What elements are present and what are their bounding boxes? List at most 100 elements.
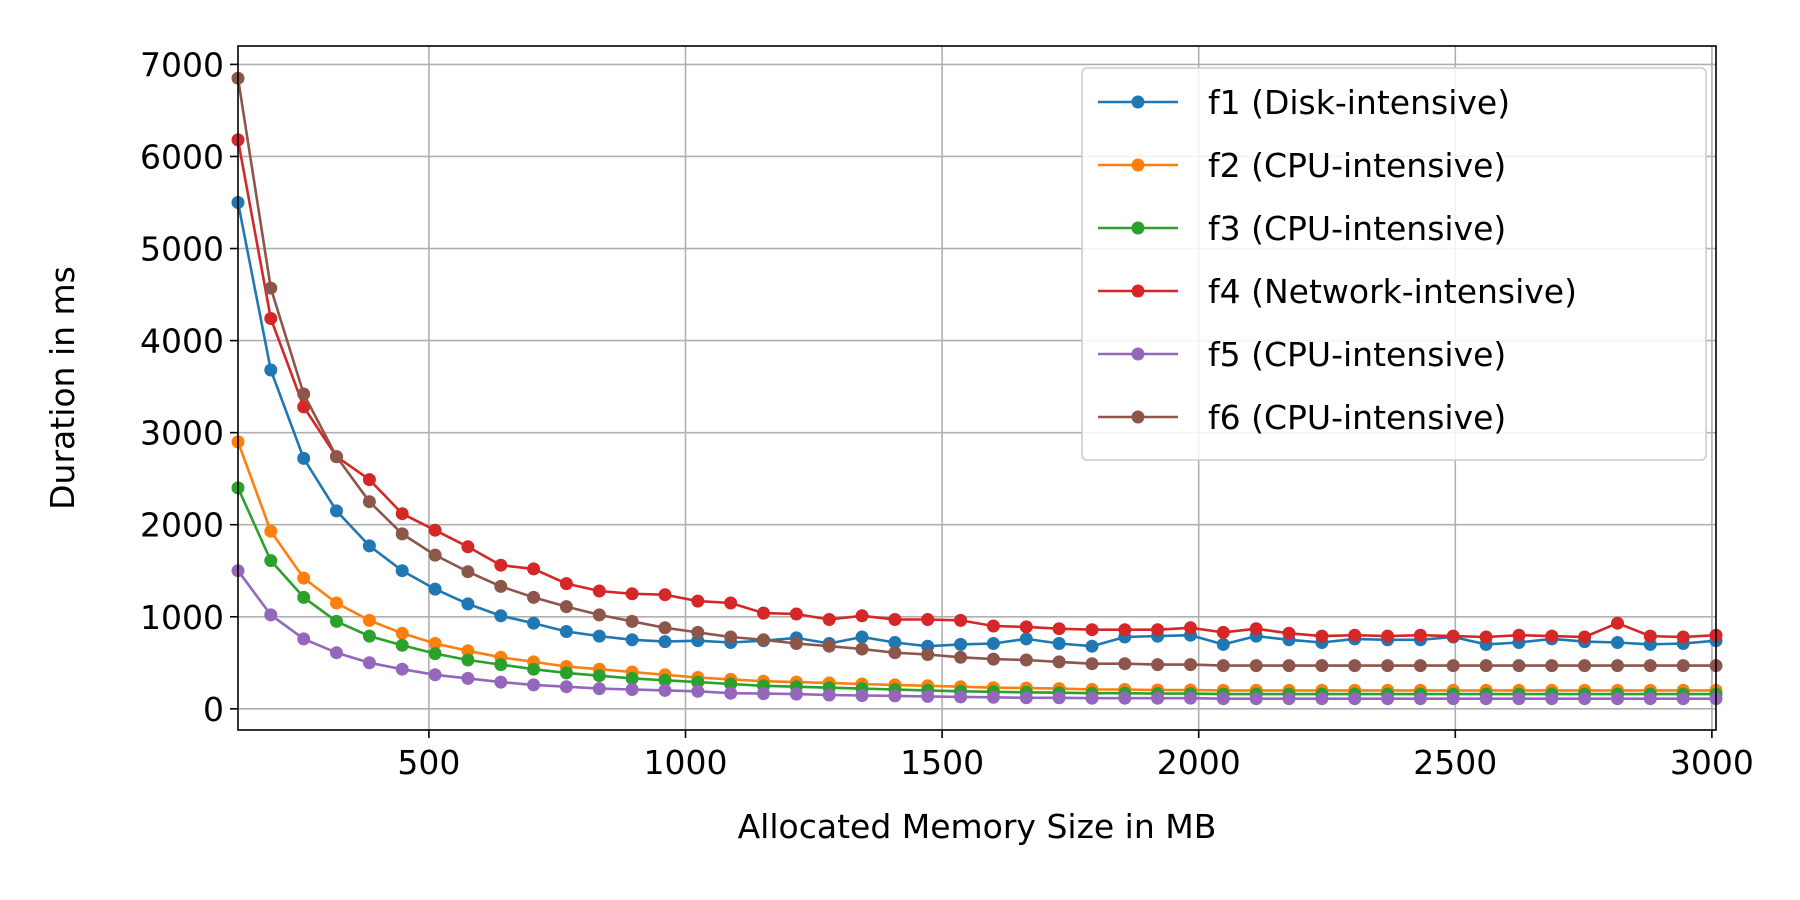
legend-marker (1131, 347, 1145, 361)
data-point (1676, 659, 1690, 673)
x-tick-label: 2500 (1413, 743, 1497, 782)
data-point (1085, 623, 1099, 637)
data-point (658, 621, 672, 635)
data-point (1151, 691, 1165, 705)
data-point (559, 600, 573, 614)
data-point (757, 687, 770, 701)
legend-marker (1131, 410, 1145, 424)
data-point (395, 564, 409, 578)
data-point (757, 633, 770, 647)
legend-item: f4 (Network-intensive) (1098, 272, 1577, 311)
data-point (428, 582, 442, 596)
legend-box (1081, 67, 1707, 461)
x-tick-label: 1500 (900, 743, 984, 782)
data-point (1643, 692, 1657, 706)
data-point (1118, 657, 1132, 671)
data-point (559, 625, 573, 638)
legend-marker (1131, 284, 1145, 298)
legend-label: f5 (CPU-intensive) (1208, 335, 1506, 374)
data-point (1151, 658, 1165, 672)
data-point (855, 689, 869, 702)
data-point (527, 662, 541, 676)
y-axis: 0 1000 2000 3000 4000 5000 6000 7000 (140, 45, 238, 729)
data-point (855, 609, 869, 623)
data-point (264, 608, 278, 622)
legend-marker (1131, 221, 1145, 235)
x-axis-label: Allocated Memory Size in MB (738, 807, 1217, 846)
data-point (1381, 659, 1395, 673)
data-point (1611, 692, 1624, 706)
data-point (954, 613, 968, 627)
data-point (362, 539, 376, 553)
data-point (658, 673, 672, 687)
data-point (789, 687, 803, 701)
data-point (461, 597, 475, 611)
data-point (954, 650, 968, 664)
data-point (1282, 692, 1296, 706)
data-point (428, 668, 442, 682)
legend-label: f3 (CPU-intensive) (1208, 209, 1506, 248)
legend-label: f4 (Network-intensive) (1208, 272, 1577, 311)
data-point (592, 682, 606, 696)
data-point (1282, 626, 1296, 640)
data-point (1019, 653, 1033, 667)
data-point (1381, 692, 1395, 706)
data-point (527, 590, 541, 604)
series-line (236, 77, 1716, 667)
data-point (1348, 692, 1362, 706)
x-axis: 500 1000 1500 2000 2500 3000 (397, 730, 1754, 782)
data-point (297, 387, 311, 401)
data-point (888, 646, 902, 660)
legend-item: f2 (CPU-intensive) (1098, 146, 1506, 185)
data-point (1578, 630, 1592, 644)
legend-item: f3 (CPU-intensive) (1098, 209, 1506, 248)
data-point (1184, 621, 1197, 635)
series-line (236, 139, 1717, 639)
data-point (1479, 692, 1493, 706)
data-point (1611, 616, 1624, 630)
data-point (789, 607, 803, 621)
data-point (1118, 691, 1132, 705)
data-point (1413, 628, 1427, 642)
data-point (362, 629, 376, 643)
data-point (592, 584, 606, 598)
x-tick-label: 500 (397, 743, 460, 782)
data-point (264, 363, 278, 377)
data-point (1052, 655, 1066, 669)
data-point (691, 594, 705, 608)
data-point (362, 656, 376, 670)
data-point (1348, 628, 1362, 642)
data-point (1676, 630, 1690, 644)
data-point (592, 608, 606, 622)
data-point (494, 609, 508, 623)
data-point (1413, 659, 1427, 673)
data-point (1315, 629, 1329, 643)
data-point (264, 281, 278, 295)
data-point (330, 504, 343, 518)
data-point (330, 450, 343, 464)
data-point (1216, 659, 1230, 673)
data-point (1315, 659, 1329, 673)
data-point (1184, 691, 1197, 705)
data-point (297, 400, 311, 414)
series-line (236, 441, 1716, 692)
data-point (855, 642, 869, 656)
data-point (527, 562, 541, 576)
y-axis-label: Duration in ms (43, 266, 82, 510)
series-layer (231, 71, 1723, 706)
data-point (986, 637, 1000, 650)
data-point (1676, 692, 1690, 706)
data-point (1249, 659, 1263, 673)
data-point (1413, 692, 1427, 706)
data-point (494, 558, 508, 572)
data-point (297, 590, 311, 604)
data-point (395, 527, 409, 541)
data-point (1643, 659, 1657, 673)
data-point (1184, 658, 1197, 672)
y-tick-label: 0 (203, 690, 224, 729)
data-point (986, 690, 1000, 704)
data-point (1282, 659, 1296, 673)
y-tick-label: 2000 (140, 506, 224, 545)
data-point (1019, 620, 1033, 634)
data-point (724, 596, 738, 610)
